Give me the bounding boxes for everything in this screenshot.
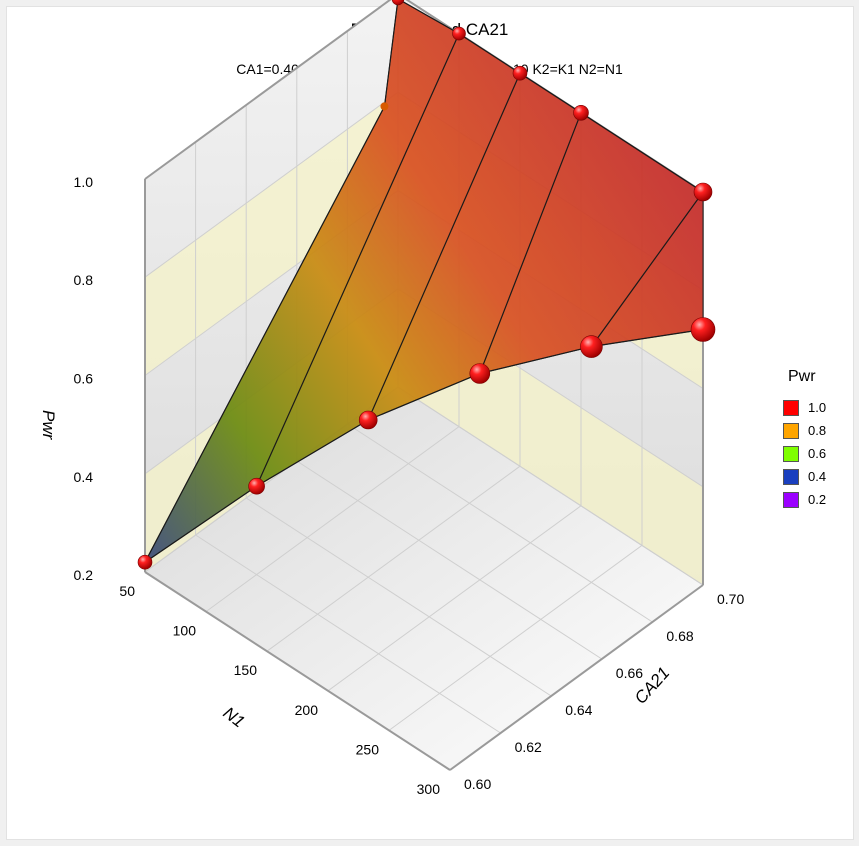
legend-label: 0.8 bbox=[808, 423, 827, 438]
legend-item: 0.4 bbox=[778, 465, 848, 488]
left-top-line bbox=[144, 0, 392, 180]
z-axis-label: Pwr bbox=[39, 410, 58, 441]
data-point bbox=[573, 105, 589, 121]
legend-swatch bbox=[783, 422, 799, 439]
legend-label: 0.2 bbox=[808, 492, 827, 507]
y-tick-label: 0.68 bbox=[666, 628, 693, 644]
x-tick-label: 300 bbox=[417, 781, 441, 797]
legend-item: 0.6 bbox=[778, 442, 848, 465]
x-tick-label: 200 bbox=[295, 702, 319, 718]
z-tick-label: 0.2 bbox=[74, 567, 94, 583]
legend-title: Pwr bbox=[788, 368, 816, 385]
legend-swatch bbox=[783, 491, 799, 508]
data-point bbox=[358, 410, 378, 430]
y-tick-label: 0.60 bbox=[464, 776, 491, 792]
data-point bbox=[690, 317, 716, 342]
data-point bbox=[469, 363, 491, 384]
data-point bbox=[693, 182, 713, 202]
z-tick-label: 0.8 bbox=[74, 272, 94, 288]
legend-item: 0.8 bbox=[778, 419, 848, 442]
legend-label: 1.0 bbox=[808, 400, 827, 415]
legend-swatch bbox=[783, 468, 799, 485]
data-point bbox=[248, 477, 265, 495]
y-tick-label: 0.66 bbox=[616, 665, 643, 681]
x-tick-label: 150 bbox=[234, 662, 258, 678]
mesh-front-edge bbox=[144, 328, 704, 563]
legend-label: 0.4 bbox=[808, 469, 827, 484]
y-tick-label: 0.70 bbox=[717, 591, 744, 607]
left-wall-band-1 bbox=[145, 92, 398, 376]
legend-label: 0.6 bbox=[808, 446, 827, 461]
y-axis-line bbox=[449, 584, 704, 771]
x-tick-label: 50 bbox=[119, 583, 135, 599]
z-tick-label: 1.0 bbox=[74, 174, 94, 190]
mesh-line-2 bbox=[367, 72, 521, 421]
legend: Pwr 1.0 0.8 0.6 0.4 0.2 bbox=[778, 368, 848, 511]
legend-item: 0.2 bbox=[778, 488, 848, 511]
mesh-line-1 bbox=[256, 33, 460, 487]
data-point bbox=[452, 26, 466, 41]
data-point bbox=[512, 65, 528, 81]
surface-marker-inner bbox=[380, 102, 389, 111]
x-axis-line bbox=[144, 571, 451, 771]
data-point bbox=[391, 0, 405, 6]
mesh-line-4 bbox=[590, 191, 704, 347]
data-point bbox=[580, 335, 603, 358]
y-tick-label: 0.64 bbox=[565, 702, 592, 718]
chart-tick-labels: 50 100 150 200 250 300 0.60 0.62 0.64 0.66 0.68 0.7… bbox=[74, 174, 745, 797]
x-tick-label: 250 bbox=[356, 741, 380, 757]
data-point bbox=[137, 554, 153, 570]
mesh-line-3 bbox=[479, 112, 582, 374]
y-tick-label: 0.62 bbox=[515, 739, 542, 755]
chart-points bbox=[137, 0, 716, 570]
legend-swatch bbox=[783, 399, 799, 416]
z-tick-label: 0.4 bbox=[74, 469, 94, 485]
legend-swatch bbox=[783, 445, 799, 462]
legend-item: 1.0 bbox=[778, 396, 848, 419]
x-axis-label: N1 bbox=[220, 703, 249, 731]
x-tick-label: 100 bbox=[173, 623, 197, 639]
z-tick-label: 0.6 bbox=[74, 371, 94, 387]
